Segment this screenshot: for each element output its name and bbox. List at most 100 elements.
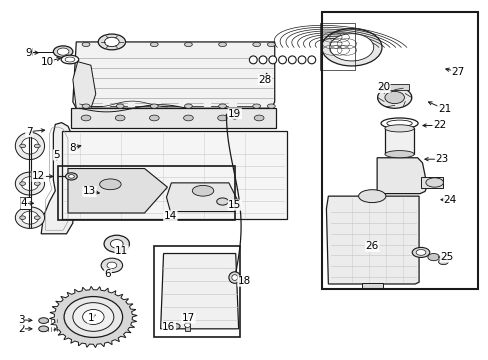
Ellipse shape [101,258,122,273]
Bar [379,84,408,90]
Text: 18: 18 [237,276,251,286]
Ellipse shape [81,115,91,121]
Ellipse shape [65,173,77,180]
Ellipse shape [184,323,190,327]
Ellipse shape [64,297,122,337]
Ellipse shape [15,172,44,195]
Ellipse shape [116,42,124,46]
Ellipse shape [21,138,39,154]
Bar [154,246,239,337]
Ellipse shape [184,42,192,46]
Ellipse shape [20,182,25,185]
Ellipse shape [321,29,381,66]
Ellipse shape [267,104,275,108]
Polygon shape [68,168,167,213]
Ellipse shape [15,132,44,159]
Ellipse shape [268,56,276,64]
Bar [420,177,442,188]
Text: 17: 17 [182,313,195,323]
Bar [321,12,477,289]
Ellipse shape [115,115,125,121]
Polygon shape [41,123,73,234]
Ellipse shape [82,104,90,108]
Ellipse shape [110,239,123,248]
Text: 16: 16 [162,322,175,332]
Ellipse shape [34,216,40,220]
Text: 12: 12 [32,171,45,181]
Text: 13: 13 [82,186,96,197]
Text: 19: 19 [228,109,241,119]
Ellipse shape [438,259,447,265]
Ellipse shape [252,104,260,108]
Polygon shape [376,158,427,194]
Ellipse shape [218,104,226,108]
Ellipse shape [386,120,411,127]
Ellipse shape [39,318,48,323]
Ellipse shape [150,42,158,46]
Bar [58,166,234,220]
Ellipse shape [267,42,275,46]
Ellipse shape [259,56,266,64]
Ellipse shape [415,249,425,255]
Ellipse shape [57,48,69,55]
Text: 9: 9 [25,48,32,58]
Ellipse shape [288,56,296,64]
Ellipse shape [65,57,75,62]
Ellipse shape [53,46,73,57]
Ellipse shape [104,37,119,46]
Ellipse shape [192,185,213,196]
Ellipse shape [384,91,404,104]
Ellipse shape [358,190,385,203]
Text: 7: 7 [25,127,32,136]
Ellipse shape [425,178,443,187]
Ellipse shape [278,56,286,64]
Text: 8: 8 [69,143,76,153]
Ellipse shape [184,104,192,108]
Text: 26: 26 [365,241,378,251]
Text: 11: 11 [115,246,128,256]
Ellipse shape [39,326,48,332]
Text: 15: 15 [228,200,241,210]
Bar [384,129,413,154]
Text: 3: 3 [18,315,24,325]
Ellipse shape [252,42,260,46]
Ellipse shape [68,175,74,178]
Text: 23: 23 [434,154,447,164]
Polygon shape [160,253,238,329]
Ellipse shape [107,262,117,269]
Ellipse shape [73,303,114,331]
Ellipse shape [384,125,413,132]
Ellipse shape [254,115,264,121]
Ellipse shape [228,272,240,283]
Ellipse shape [170,323,180,329]
Ellipse shape [427,253,439,261]
Polygon shape [73,62,96,108]
Ellipse shape [34,182,40,185]
Bar [184,322,189,331]
Ellipse shape [82,310,104,324]
Polygon shape [61,131,287,219]
Text: 25: 25 [439,252,452,262]
Ellipse shape [218,42,226,46]
Ellipse shape [329,34,373,61]
Text: 21: 21 [437,104,450,114]
Ellipse shape [384,150,413,158]
Ellipse shape [21,177,39,190]
Ellipse shape [61,55,79,64]
Ellipse shape [231,275,237,280]
Ellipse shape [20,144,25,148]
Text: 28: 28 [258,75,271,85]
Bar [320,23,354,69]
Bar [20,197,31,210]
Text: 10: 10 [41,57,54,67]
Ellipse shape [249,56,257,64]
Polygon shape [166,183,239,212]
Text: 27: 27 [450,67,464,77]
Ellipse shape [34,144,40,148]
Ellipse shape [411,247,429,257]
Polygon shape [49,286,137,348]
Ellipse shape [98,34,125,50]
Ellipse shape [15,207,44,228]
Text: 22: 22 [432,121,445,130]
Text: 1: 1 [87,313,94,323]
